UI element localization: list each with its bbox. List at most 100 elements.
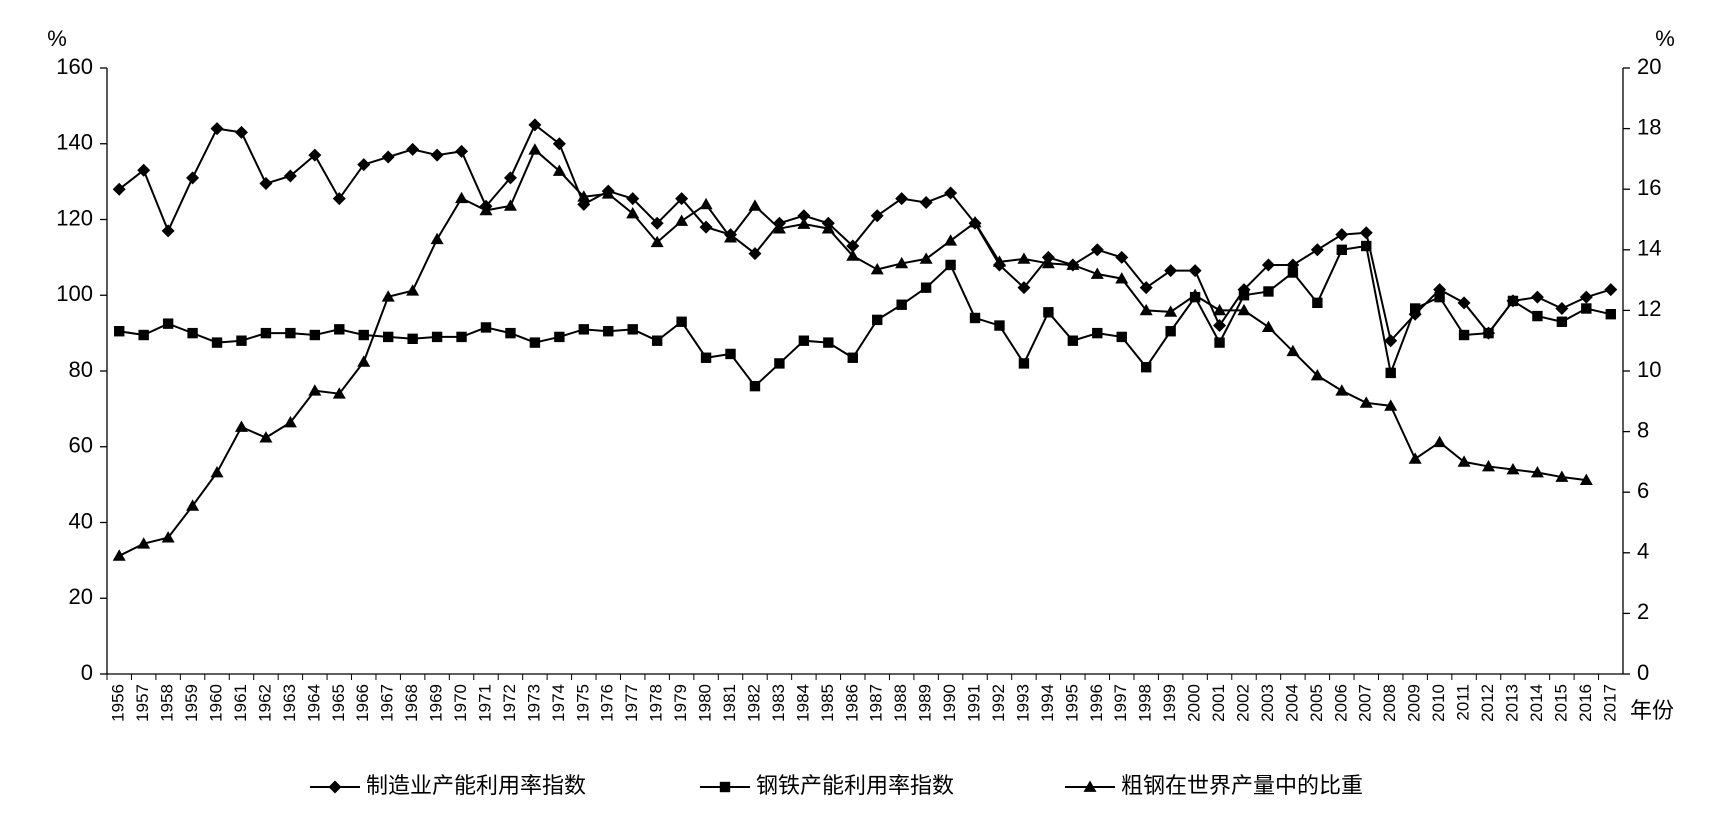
y-tick-label: 20 (69, 584, 93, 609)
x-tick-label: 1985 (818, 684, 837, 722)
data-point (895, 192, 909, 206)
data-point (895, 256, 909, 269)
y2-tick-label: 10 (1637, 357, 1661, 382)
data-point (528, 143, 542, 155)
x-tick-label: 1984 (793, 684, 812, 722)
data-point (919, 195, 933, 209)
x-tick-label: 1996 (1087, 684, 1106, 722)
data-point (186, 499, 200, 511)
data-point (847, 352, 858, 363)
x-tick-label: 1961 (231, 684, 250, 722)
data-point (1115, 272, 1129, 284)
data-point (1165, 326, 1176, 337)
data-point (1384, 399, 1398, 411)
data-point (161, 224, 175, 238)
data-point (870, 262, 884, 275)
x-tick-label: 1986 (842, 684, 861, 722)
data-point (1018, 358, 1030, 369)
data-point (1579, 473, 1593, 485)
data-point (112, 549, 126, 561)
data-point (1017, 252, 1031, 264)
x-tick-label: 1999 (1160, 684, 1179, 722)
data-point (944, 234, 958, 246)
data-point (552, 137, 566, 151)
data-point (1604, 283, 1618, 297)
data-point (529, 337, 541, 348)
data-point (1263, 286, 1274, 297)
x-tick-label: 2012 (1478, 684, 1497, 722)
data-point (259, 177, 273, 191)
x-tick-label: 2017 (1600, 684, 1619, 722)
data-point (1532, 310, 1543, 322)
data-point (1335, 228, 1349, 242)
x-tick-label: 1990 (940, 684, 959, 722)
data-point (1164, 264, 1178, 278)
x-tick-label: 2004 (1282, 684, 1301, 722)
x-tick-label: 1973 (524, 684, 543, 722)
x-tick-label: 1971 (475, 684, 494, 722)
data-point (1361, 240, 1372, 252)
y2-tick-label: 16 (1637, 175, 1661, 200)
data-point (455, 144, 469, 158)
data-point (1115, 250, 1129, 264)
data-point (699, 197, 713, 210)
data-point (797, 217, 811, 229)
data-point (162, 318, 174, 329)
data-point (870, 209, 884, 223)
y-tick-label: 100 (56, 281, 93, 306)
data-point (1090, 243, 1104, 257)
data-point (1530, 290, 1544, 304)
data-point (259, 431, 273, 443)
data-point (187, 327, 198, 339)
data-point (528, 118, 542, 132)
data-point (431, 331, 443, 343)
data-point (406, 284, 420, 296)
data-point (699, 220, 713, 234)
data-point (725, 348, 736, 360)
data-point (406, 142, 420, 156)
data-point (676, 316, 687, 327)
y-tick-label: 120 (56, 205, 93, 230)
data-point (234, 420, 248, 432)
data-point (626, 206, 640, 219)
data-point (138, 329, 149, 341)
x-tick-label: 2005 (1307, 684, 1326, 722)
data-point (1556, 316, 1568, 327)
data-point (1286, 344, 1300, 357)
legend-label: 粗钢在世界产量中的比重 (1121, 773, 1363, 798)
x-tick-label: 1959 (182, 684, 201, 722)
data-point (969, 312, 981, 324)
data-point (1385, 367, 1396, 379)
data-point (601, 187, 615, 199)
y2-tick-label: 4 (1637, 539, 1649, 564)
x-tick-label: 1992 (989, 684, 1008, 722)
legend-marker (328, 780, 342, 794)
series-line (118, 123, 1612, 343)
data-point (382, 331, 394, 343)
data-point (945, 259, 956, 271)
x-axis-label: 年份 (1630, 698, 1674, 723)
data-point (846, 239, 860, 253)
y-axis-unit: % (47, 26, 67, 51)
data-point (1581, 303, 1592, 314)
data-point (308, 384, 322, 396)
data-point (503, 171, 517, 185)
legend-marker (1083, 780, 1097, 792)
data-point (919, 252, 933, 264)
data-point (1433, 435, 1447, 448)
data-point (1555, 302, 1569, 316)
data-point (627, 324, 638, 335)
x-tick-label: 1969 (427, 684, 446, 722)
data-point (1555, 470, 1569, 482)
data-point (1408, 452, 1422, 464)
data-point (210, 122, 224, 136)
data-point (748, 247, 762, 261)
data-point (749, 380, 761, 392)
data-point (650, 235, 664, 248)
x-tick-label: 2015 (1551, 684, 1570, 722)
data-point (480, 322, 492, 333)
data-point (1384, 334, 1398, 348)
data-point (210, 466, 224, 478)
data-point (1041, 256, 1055, 269)
data-point (1261, 320, 1275, 332)
